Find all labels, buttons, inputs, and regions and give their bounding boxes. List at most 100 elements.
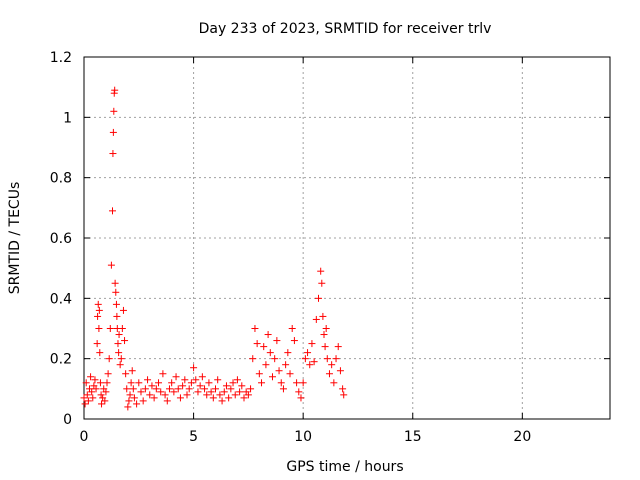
data-point xyxy=(148,382,156,390)
data-point xyxy=(258,379,266,387)
data-point xyxy=(183,391,191,399)
data-point xyxy=(207,388,215,396)
data-point xyxy=(255,370,263,378)
data-point xyxy=(161,391,169,399)
data-point xyxy=(203,391,211,399)
data-point xyxy=(141,385,149,393)
data-point xyxy=(87,373,95,381)
data-point xyxy=(123,385,131,393)
data-point xyxy=(139,397,147,405)
data-point xyxy=(318,279,326,287)
data-point xyxy=(196,382,204,390)
data-point xyxy=(194,388,202,396)
data-point xyxy=(249,355,257,363)
data-point xyxy=(84,397,92,405)
data-point xyxy=(93,340,101,348)
grid xyxy=(84,57,610,419)
data-point xyxy=(106,325,114,332)
plot-frame xyxy=(83,56,611,420)
data-point xyxy=(295,388,303,396)
data-point xyxy=(334,343,342,351)
y-tick-label: 0.8 xyxy=(50,171,72,187)
data-point xyxy=(96,379,104,387)
data-point xyxy=(325,370,333,378)
data-point xyxy=(308,340,316,348)
data-point xyxy=(277,379,285,387)
data-point xyxy=(293,379,301,387)
data-point xyxy=(155,379,163,387)
data-point xyxy=(328,361,336,369)
x-tick-label: 5 xyxy=(189,429,198,445)
data-point xyxy=(88,388,96,396)
data-point xyxy=(209,394,217,402)
data-point xyxy=(306,361,314,369)
x-tick-label: 0 xyxy=(80,429,89,445)
data-point xyxy=(157,388,165,396)
x-tick-label: 15 xyxy=(404,429,422,445)
data-point xyxy=(109,128,117,136)
data-point xyxy=(114,340,122,348)
data-point xyxy=(323,355,331,363)
data-point xyxy=(251,325,259,332)
data-point xyxy=(244,391,252,399)
data-point xyxy=(301,355,309,363)
data-point xyxy=(95,306,103,314)
data-point xyxy=(126,391,134,399)
data-point xyxy=(214,376,222,384)
data-point xyxy=(336,367,344,375)
data-point xyxy=(152,385,160,393)
data-point xyxy=(91,376,99,384)
data-point xyxy=(212,385,219,393)
data-point xyxy=(144,376,152,384)
data-point xyxy=(135,379,143,387)
data-point xyxy=(146,391,154,399)
data-point xyxy=(121,337,129,345)
data-point xyxy=(82,379,90,387)
data-point xyxy=(104,370,112,378)
data-point xyxy=(81,400,89,408)
data-point xyxy=(340,391,348,399)
data-point xyxy=(198,373,206,381)
data-point xyxy=(176,394,184,402)
data-point xyxy=(109,150,117,158)
y-tick-label: 1 xyxy=(63,110,72,126)
data-point xyxy=(108,207,116,215)
data-point xyxy=(150,394,158,402)
data-point xyxy=(119,306,127,314)
data-point xyxy=(220,388,228,396)
data-point xyxy=(304,349,312,357)
data-point xyxy=(115,349,123,357)
data-point xyxy=(275,367,283,375)
data-point xyxy=(101,397,109,405)
data-point xyxy=(159,370,167,378)
data-point xyxy=(83,391,91,399)
data-point xyxy=(231,391,239,399)
data-point xyxy=(118,325,126,332)
data-point xyxy=(268,373,276,381)
data-point xyxy=(95,325,103,332)
data-point xyxy=(94,312,102,320)
data-point xyxy=(332,355,340,363)
axis-ticks xyxy=(83,56,610,420)
tick-labels: 0 5 10 15 20 0 0.2 0.4 0.6 0.8 1 1.2 xyxy=(50,50,532,445)
data-point xyxy=(227,385,235,393)
data-point xyxy=(260,343,268,351)
data-point xyxy=(264,331,272,339)
data-point xyxy=(107,261,115,269)
data-point xyxy=(92,385,100,393)
data-point xyxy=(129,385,137,393)
data-point xyxy=(179,382,187,390)
data-point xyxy=(110,107,118,115)
data-points xyxy=(80,86,348,411)
data-point xyxy=(238,382,246,390)
data-point xyxy=(117,355,125,363)
data-point xyxy=(102,388,110,396)
y-tick-label: 0 xyxy=(63,412,72,428)
data-point xyxy=(312,315,320,323)
data-point xyxy=(279,385,287,393)
data-point xyxy=(97,391,105,399)
data-point xyxy=(288,325,296,332)
data-point xyxy=(266,349,274,357)
data-point xyxy=(181,376,189,384)
data-point xyxy=(218,397,226,405)
